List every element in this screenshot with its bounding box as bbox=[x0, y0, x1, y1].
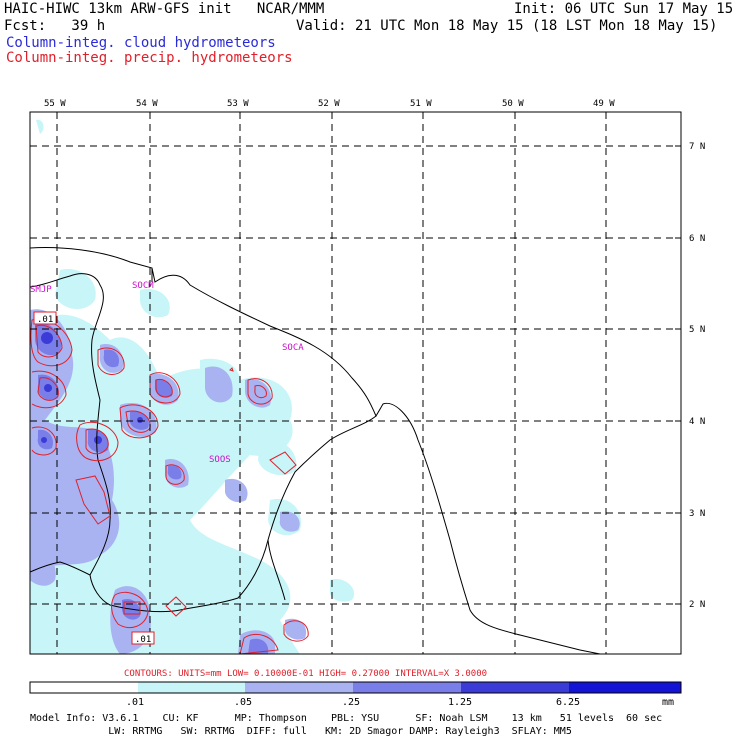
lon-label: 51 W bbox=[410, 99, 432, 109]
lat-label: 4 N bbox=[689, 417, 705, 427]
station-labels: SMJP SOCM SOCA SOOS bbox=[30, 281, 304, 465]
init-time: Init: 06 UTC Sun 17 May 15 bbox=[514, 1, 734, 17]
lat-label: 6 N bbox=[689, 234, 705, 244]
lon-label: 49 W bbox=[593, 99, 615, 109]
legend-swatch bbox=[245, 682, 353, 693]
lon-label: 55 W bbox=[44, 99, 66, 109]
legend-tick: .01 bbox=[126, 697, 144, 708]
legend-swatch bbox=[138, 682, 245, 693]
lat-label: 5 N bbox=[689, 325, 705, 335]
legend-swatch bbox=[461, 682, 569, 693]
contour-box-labels: .01 .01 bbox=[33, 311, 155, 645]
contour-info: CONTOURS: UNITS=mm LOW= 0.10000E-01 HIGH… bbox=[124, 669, 487, 679]
legend-tick: .25 bbox=[342, 697, 360, 708]
station-label-smjp: SMJP bbox=[30, 285, 52, 295]
field-label-cloud: Column-integ. cloud hydrometeors bbox=[6, 35, 276, 51]
station-label-soca: SOCA bbox=[282, 343, 304, 353]
forecast-hour: Fcst: 39 h bbox=[4, 18, 106, 34]
legend-tick: .05 bbox=[234, 697, 252, 708]
legend-tick: 6.25 bbox=[556, 697, 580, 708]
model-info-line1: Model Info: V3.6.1 CU: KF MP: Thompson P… bbox=[30, 713, 662, 724]
model-info: Model Info: V3.6.1 CU: KF MP: Thompson P… bbox=[30, 713, 662, 737]
lat-label: 3 N bbox=[689, 509, 705, 519]
legend-swatch bbox=[353, 682, 461, 693]
model-info-line2: LW: RRTMG SW: RRTMG DIFF: full KM: 2D Sm… bbox=[30, 726, 572, 737]
legend-swatch bbox=[569, 682, 681, 693]
cloud-fill-layer bbox=[30, 119, 355, 654]
legend-units: mm bbox=[662, 697, 674, 708]
lon-labels: 55 W 54 W 53 W 52 W 51 W 50 W 49 W bbox=[44, 99, 615, 109]
lon-label: 53 W bbox=[227, 99, 249, 109]
axis-ticks bbox=[56, 112, 681, 605]
lat-label: 7 N bbox=[689, 142, 705, 152]
lon-label: 54 W bbox=[136, 99, 158, 109]
station-label-soos: SOOS bbox=[209, 455, 231, 465]
contour-label: .01 bbox=[135, 635, 151, 645]
precip-contour-layer bbox=[30, 318, 309, 654]
station-label-socm: SOCM bbox=[132, 281, 154, 291]
plot-title: HAIC-HIWC 13km ARW-GFS init NCAR/MMM bbox=[4, 1, 325, 17]
field-label-precip: Column-integ. precip. hydrometeors bbox=[6, 50, 293, 66]
lon-label: 52 W bbox=[318, 99, 340, 109]
plot-frame bbox=[29, 111, 682, 655]
lon-label: 50 W bbox=[502, 99, 524, 109]
legend-tick: 1.25 bbox=[448, 697, 472, 708]
color-legend: .01 .05 .25 1.25 6.25 mm bbox=[29, 681, 682, 708]
lat-label: 2 N bbox=[689, 600, 705, 610]
lat-lon-grid bbox=[30, 112, 681, 654]
legend-swatch bbox=[30, 682, 138, 693]
contour-label: .01 bbox=[37, 315, 53, 325]
valid-time: Valid: 21 UTC Mon 18 May 15 (18 LST Mon … bbox=[296, 18, 718, 34]
lat-labels: 7 N 6 N 5 N 4 N 3 N 2 N bbox=[689, 142, 705, 610]
